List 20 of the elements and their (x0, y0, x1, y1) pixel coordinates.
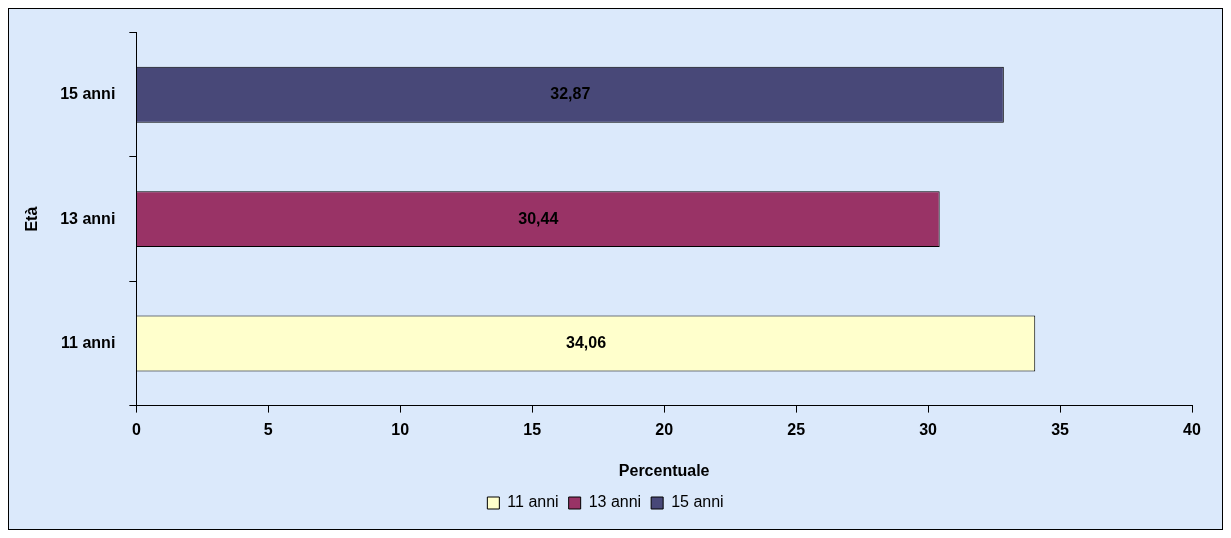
legend-label: 13 anni (588, 493, 642, 511)
data-label: 30,44 (518, 209, 559, 227)
legend-label: 11 anni (507, 493, 559, 511)
x-tick-label: 30 (919, 420, 938, 438)
x-tick-label: 5 (263, 420, 273, 438)
x-axis-title: Percentuale (618, 461, 710, 479)
x-tick-label: 25 (787, 420, 806, 438)
y-tick-label: 13 anni (60, 209, 116, 227)
x-tick-label: 35 (1051, 420, 1070, 438)
x-tick-label: 15 (523, 420, 542, 438)
data-label: 32,87 (550, 85, 591, 103)
x-tick-label: 0 (131, 420, 141, 438)
legend-label: 15 anni (671, 493, 724, 511)
y-tick-label: 11 anni (61, 333, 116, 351)
x-tick-label: 40 (1183, 420, 1201, 438)
y-tick-label: 15 anni (60, 85, 116, 103)
x-tick-label: 10 (391, 420, 410, 438)
y-axis-title: Età (23, 206, 41, 232)
x-tick-label: 20 (655, 420, 674, 438)
data-label: 34,06 (566, 333, 607, 351)
